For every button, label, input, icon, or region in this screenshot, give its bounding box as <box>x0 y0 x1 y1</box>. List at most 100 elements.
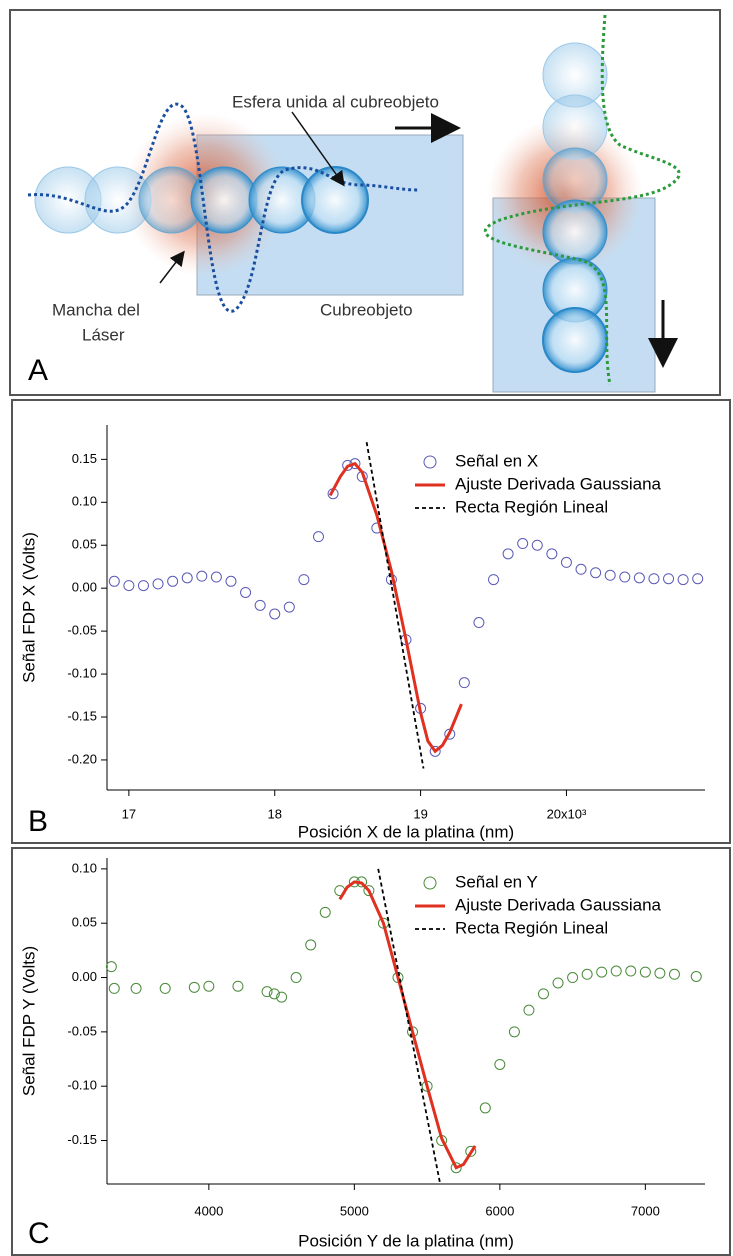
x-tick-label: 18 <box>267 806 281 821</box>
legend-label: Recta Región Lineal <box>455 918 608 937</box>
data-point <box>690 970 702 982</box>
data-point <box>575 563 587 575</box>
signal-wave <box>483 14 681 386</box>
data-point <box>290 972 302 984</box>
data-point <box>283 601 295 613</box>
data-point <box>552 977 564 989</box>
data-point <box>232 980 244 992</box>
data-point <box>196 570 208 582</box>
legend-label: Señal en X <box>455 451 538 470</box>
linear-fit <box>377 868 442 1185</box>
x-axis-title: Posición X de la platina (nm) <box>298 822 514 841</box>
laser-label: Mancha del <box>52 300 140 319</box>
data-point <box>677 574 689 586</box>
panel-letter: A <box>28 354 48 387</box>
data-point <box>546 548 558 560</box>
y-tick-label: -0.15 <box>67 1132 97 1147</box>
label-arrow <box>159 250 185 284</box>
fit-line <box>338 880 477 1170</box>
data-point <box>610 965 622 977</box>
data-point <box>152 578 164 590</box>
data-point <box>502 548 514 560</box>
data-point <box>517 538 529 550</box>
data-point <box>203 980 215 992</box>
data-point <box>523 1004 535 1016</box>
data-point <box>488 574 500 586</box>
panel-letter: B <box>28 805 48 838</box>
y-tick-label: 0.15 <box>72 451 97 466</box>
y-tick-label: 0.00 <box>72 969 97 984</box>
x-axis-title: Posición Y de la platina (nm) <box>298 1231 514 1250</box>
y-axis-title: Señal FDP Y (Volts) <box>19 946 38 1096</box>
sphere <box>301 166 369 234</box>
data-point <box>108 575 120 587</box>
data-point <box>268 988 280 1000</box>
data-point <box>240 586 252 598</box>
data-point <box>619 571 631 583</box>
data-point <box>560 556 572 568</box>
data-point <box>494 1058 506 1070</box>
y-tick-label: -0.10 <box>67 665 97 680</box>
x-tick-label: 4000 <box>194 1203 223 1218</box>
fit-line <box>328 461 463 754</box>
data-point <box>465 1145 477 1157</box>
sphere-label: Esfera unida al cubreobjeto <box>232 92 439 111</box>
data-point <box>633 572 645 584</box>
y-axis-title: Señal FDP X (Volts) <box>19 532 38 683</box>
data-point <box>105 961 117 973</box>
data-point <box>130 982 142 994</box>
data-point <box>458 677 470 689</box>
data-point <box>654 967 666 979</box>
data-point <box>210 571 222 583</box>
data-point <box>537 988 549 1000</box>
legend-symbol <box>423 876 437 890</box>
data-point <box>625 965 637 977</box>
legend-label: Ajuste Derivada Gaussiana <box>455 474 662 493</box>
data-point <box>276 991 288 1003</box>
panel-a: Esfera unida al cubreobjeto Mancha del L… <box>9 9 721 396</box>
panel-letter: C <box>28 1217 50 1250</box>
data-point <box>181 572 193 584</box>
data-point <box>639 966 651 978</box>
x-tick-label: 7000 <box>631 1203 660 1218</box>
coverslip-label: Cubreobjeto <box>320 300 413 319</box>
data-point <box>159 982 171 994</box>
x-tick-label: 6000 <box>485 1203 514 1218</box>
y-tick-label: 0.10 <box>72 860 97 875</box>
data-point <box>137 580 149 592</box>
data-point <box>188 981 200 993</box>
y-tick-label: 0.05 <box>72 915 97 930</box>
linear-fit <box>365 442 425 769</box>
data-point <box>305 939 317 951</box>
data-point <box>298 574 310 586</box>
panel-frame <box>11 399 731 844</box>
data-point <box>692 573 704 585</box>
label-arrow <box>291 111 345 187</box>
panel-frame <box>9 9 721 396</box>
data-point <box>269 608 281 620</box>
y-tick-label: 0.00 <box>72 580 97 595</box>
data-point <box>319 906 331 918</box>
data-point <box>450 1162 462 1174</box>
y-tick-label: -0.20 <box>67 751 97 766</box>
y-tick-label: -0.05 <box>67 623 97 638</box>
data-point <box>312 531 324 543</box>
data-point <box>590 567 602 579</box>
y-tick-label: -0.05 <box>67 1023 97 1038</box>
y-tick-label: -0.10 <box>67 1078 97 1093</box>
data-point <box>479 1102 491 1114</box>
panel-frame <box>11 847 731 1256</box>
data-point <box>261 986 273 998</box>
data-point <box>567 972 579 984</box>
data-point <box>581 968 593 980</box>
y-tick-label: 0.10 <box>72 494 97 509</box>
legend-symbol <box>423 455 437 469</box>
data-point <box>429 745 441 757</box>
data-point <box>668 968 680 980</box>
signal-wave <box>27 102 419 313</box>
legend-label: Recta Región Lineal <box>455 497 608 516</box>
x-tick-label: 19 <box>413 806 427 821</box>
x-tick-label: 5000 <box>340 1203 369 1218</box>
